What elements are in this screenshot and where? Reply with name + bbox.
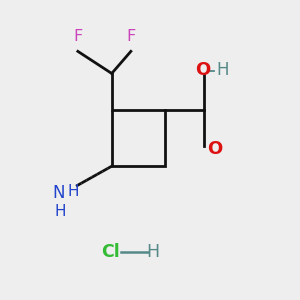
Text: Cl: Cl [101, 243, 120, 261]
Text: H: H [54, 205, 66, 220]
Text: N: N [52, 184, 65, 202]
Text: F: F [126, 29, 136, 44]
Text: H: H [146, 243, 160, 261]
Text: O: O [195, 61, 211, 80]
Text: H: H [216, 61, 229, 80]
Text: O: O [207, 140, 222, 158]
Text: F: F [73, 29, 83, 44]
Text: H: H [68, 184, 79, 199]
